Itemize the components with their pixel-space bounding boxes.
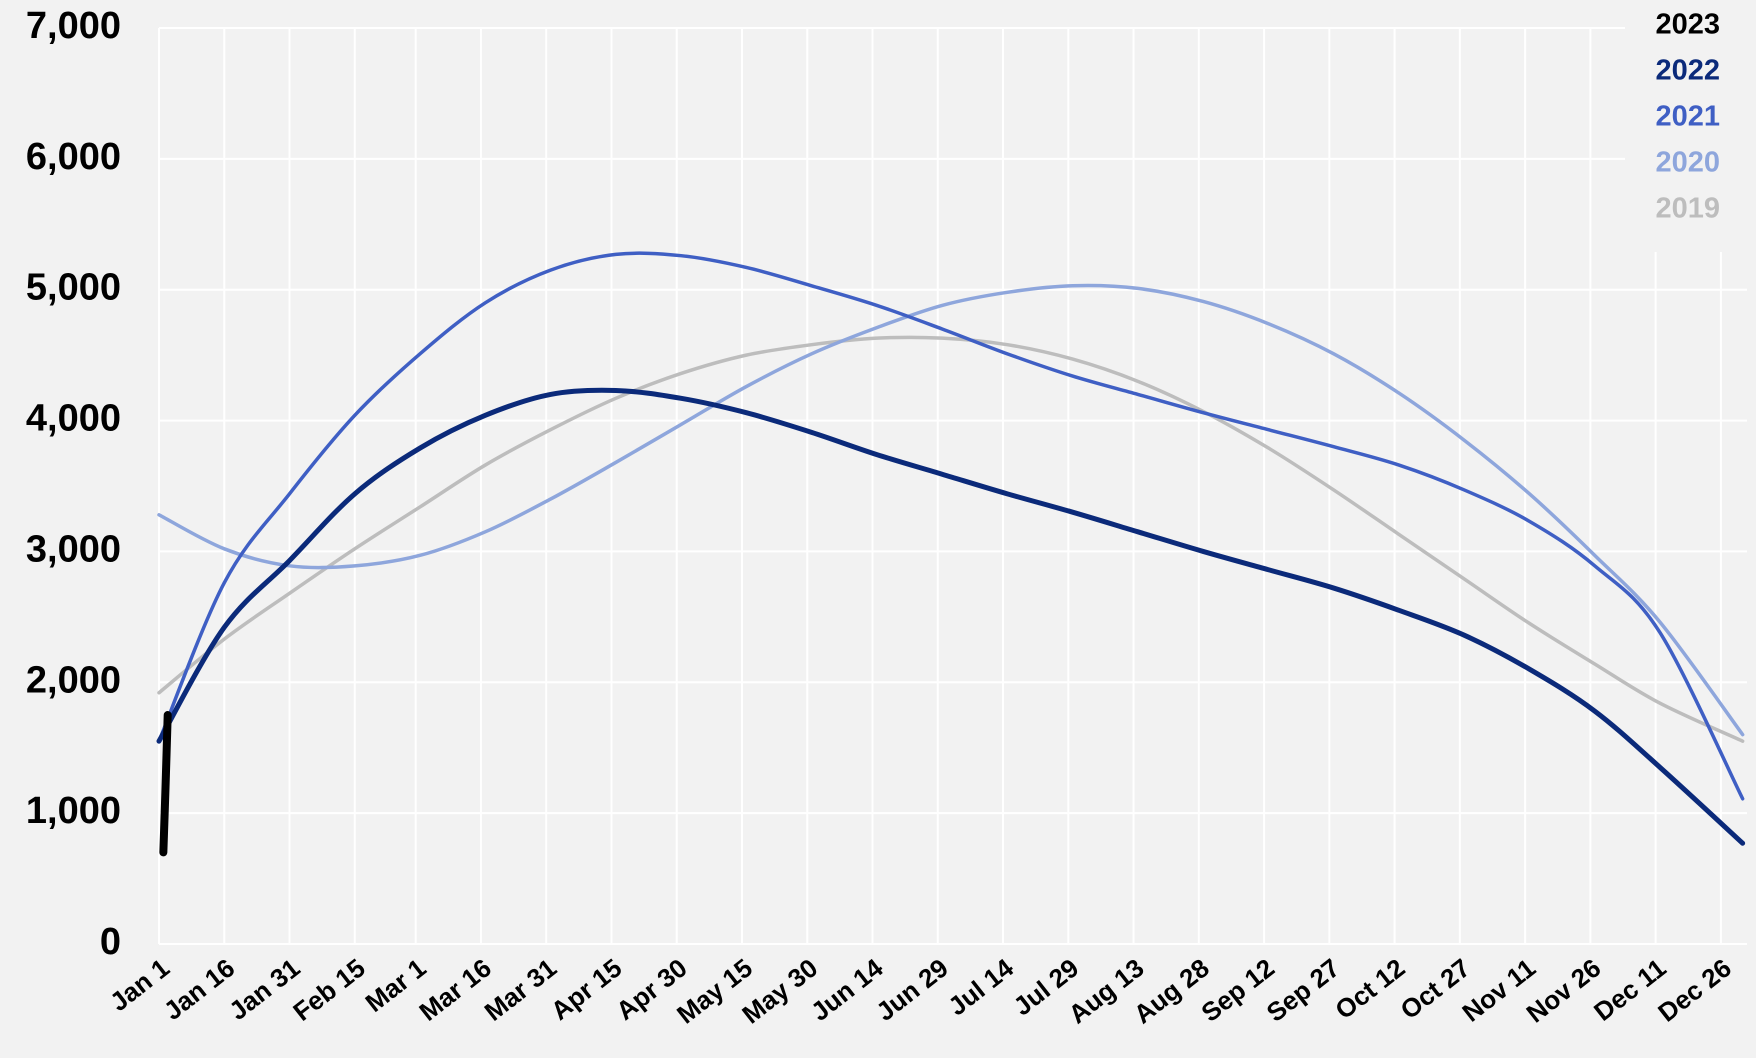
series-line [159, 711, 172, 857]
x-tick-label: Jul 14 [942, 952, 1019, 1021]
y-tick-label: 2,000 [26, 659, 121, 701]
x-tick-label: Sep 12 [1195, 953, 1280, 1028]
x-tick-label: Mar 31 [479, 953, 562, 1027]
x-tick-label: Oct 12 [1329, 953, 1410, 1026]
legend-box [1625, 0, 1756, 252]
x-tick-label: May 30 [736, 953, 823, 1030]
x-tick-label: Dec 11 [1588, 953, 1671, 1027]
y-tick-label: 5,000 [26, 267, 121, 309]
legend-label: 2021 [1655, 101, 1720, 133]
x-tick-label: Aug 28 [1128, 953, 1215, 1030]
x-tick-label: Apr 15 [545, 953, 627, 1026]
series-line [156, 387, 1746, 846]
y-tick-label: 4,000 [26, 398, 121, 440]
y-tick-label: 3,000 [26, 528, 121, 570]
y-tick-label: 1,000 [26, 790, 121, 832]
x-tick-label: Feb 15 [287, 953, 370, 1027]
y-tick-label: 0 [100, 921, 121, 963]
x-tick-label: Jun 14 [805, 952, 889, 1027]
x-tick-label: Jan 31 [223, 953, 305, 1026]
legend-label: 2020 [1655, 147, 1720, 179]
series-line [157, 335, 1745, 743]
legend-label: 2022 [1655, 55, 1720, 87]
legend-label: 2019 [1655, 193, 1720, 225]
series-line [157, 251, 1745, 801]
x-tick-label: Mar 16 [413, 953, 496, 1027]
x-tick-label: Nov 26 [1521, 953, 1607, 1029]
y-tick-label: 6,000 [26, 136, 121, 178]
y-tick-label: 7,000 [26, 5, 121, 47]
x-tick-label: Sep 27 [1261, 953, 1346, 1028]
x-tick-label: Jun 29 [870, 953, 953, 1027]
legend-label: 2023 [1655, 9, 1720, 41]
x-tick-label: Jan 16 [158, 953, 240, 1026]
x-tick-label: Dec 26 [1652, 953, 1737, 1028]
series-line [157, 283, 1745, 737]
